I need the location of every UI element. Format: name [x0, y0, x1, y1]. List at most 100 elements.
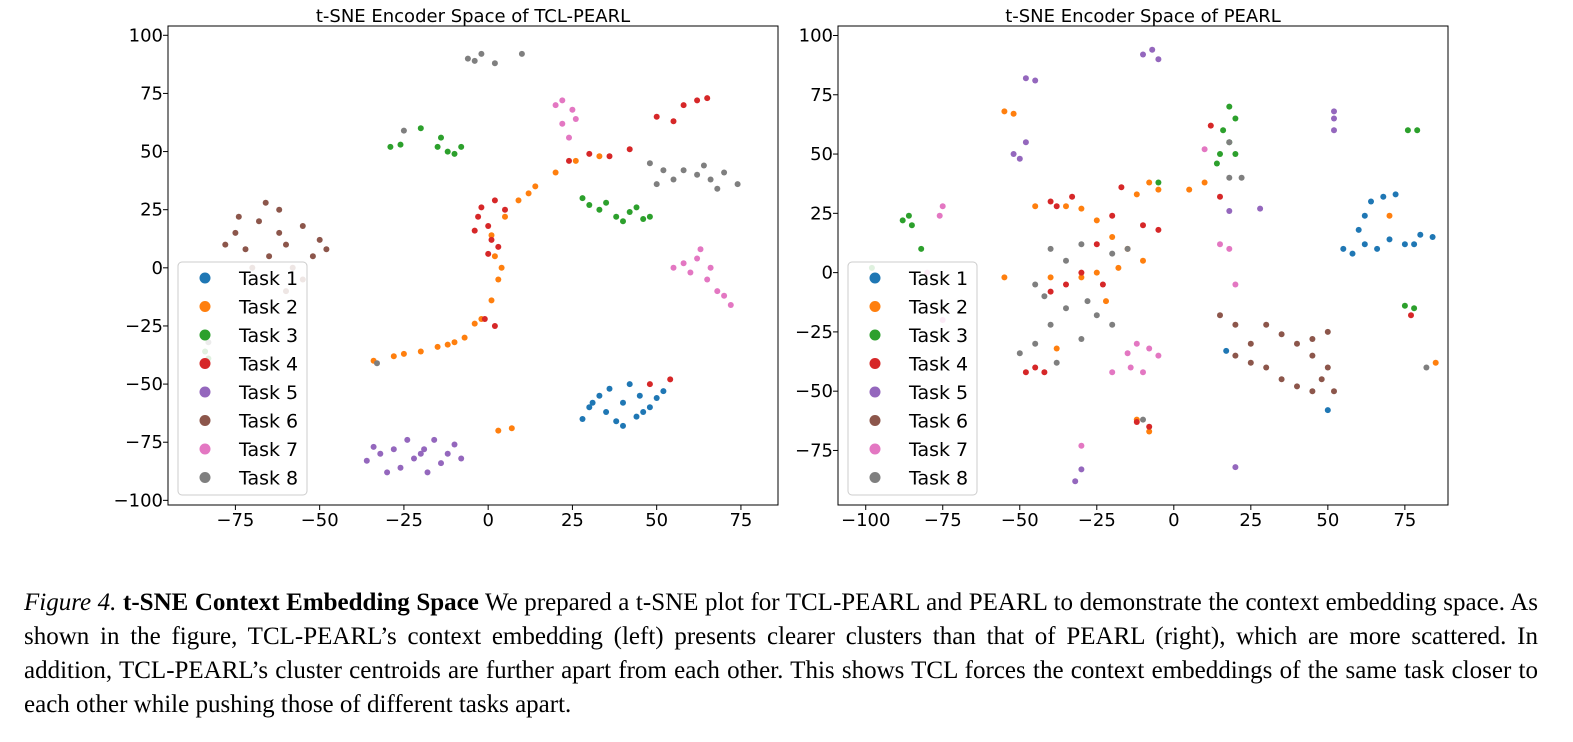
- scatter-point: [1146, 179, 1153, 186]
- scatter-point: [1016, 155, 1023, 162]
- legend-label: Task 4: [238, 354, 298, 376]
- scatter-point: [586, 202, 593, 208]
- scatter-point: [424, 469, 431, 476]
- scatter-point: [670, 176, 677, 183]
- scatter-point: [1257, 205, 1264, 212]
- scatter-point: [1099, 281, 1106, 288]
- scatter-point: [1238, 174, 1245, 181]
- scatter-point: [1411, 305, 1418, 312]
- x-tick-label: −50: [301, 510, 339, 531]
- scatter-point: [1226, 245, 1233, 252]
- scatter-point: [1226, 139, 1233, 146]
- x-tick-label: 50: [1316, 510, 1339, 531]
- scatter-point: [256, 218, 262, 225]
- series-1: [579, 381, 667, 429]
- y-tick-label: −25: [795, 322, 833, 343]
- x-tick-label: −75: [216, 510, 254, 531]
- scatter-point: [1041, 293, 1048, 300]
- scatter-point: [478, 50, 485, 57]
- scatter-point: [1213, 160, 1220, 167]
- scatter-point: [1047, 321, 1054, 328]
- legend-marker: [869, 301, 881, 312]
- scatter-point: [1155, 179, 1162, 186]
- scatter-point: [1309, 352, 1316, 359]
- scatter-point: [687, 269, 694, 276]
- legend-label: Task 7: [238, 439, 298, 461]
- series-5: [363, 436, 465, 476]
- legend-marker: [869, 272, 881, 284]
- y-tick-label: 75: [140, 83, 163, 104]
- legend-label: Task 1: [238, 268, 298, 290]
- scatter-point: [1109, 321, 1116, 328]
- scatter-point: [640, 409, 647, 415]
- scatter-point: [680, 167, 687, 174]
- scatter-point: [714, 185, 721, 192]
- scatter-point: [1232, 115, 1239, 122]
- scatter-point: [1386, 212, 1393, 219]
- scatter-point: [1149, 46, 1156, 53]
- legend-marker: [869, 386, 881, 398]
- scatter-point: [1133, 191, 1140, 198]
- legend-label: Task 4: [908, 354, 968, 376]
- legend-marker: [869, 472, 881, 483]
- legend-marker: [199, 472, 211, 483]
- y-tick-label: −100: [114, 490, 163, 511]
- scatter-point: [390, 353, 397, 360]
- legend-label: Task 6: [238, 411, 298, 433]
- scatter-point: [471, 320, 478, 327]
- scatter-point: [734, 181, 741, 188]
- series-8: [1016, 139, 1430, 423]
- scatter-point: [363, 457, 370, 464]
- scatter-point: [653, 181, 660, 188]
- scatter-point: [1010, 151, 1017, 157]
- scatter-point: [633, 204, 640, 211]
- scatter-point: [626, 209, 633, 215]
- series-7: [552, 97, 734, 308]
- scatter-point: [299, 223, 306, 229]
- scatter-point: [266, 253, 273, 260]
- scatter-point: [1414, 127, 1421, 134]
- scatter-point: [1109, 212, 1116, 219]
- scatter-point: [1032, 364, 1039, 371]
- scatter-point: [626, 381, 633, 388]
- legend: Task 1 Task 2 Task 3 Task 4 Task 5 Task 6 Task…: [847, 261, 978, 496]
- scatter-point: [1226, 174, 1233, 181]
- scatter-point: [721, 169, 728, 176]
- scatter-point: [417, 450, 424, 457]
- legend-label: Task 2: [908, 297, 968, 319]
- legend-marker: [869, 415, 881, 426]
- scatter-point: [1146, 423, 1153, 430]
- scatter-point: [579, 195, 586, 202]
- scatter-point: [1155, 186, 1162, 193]
- legend-marker: [199, 301, 211, 312]
- scatter-point: [1133, 340, 1140, 347]
- x-tick-label: 0: [1168, 510, 1179, 531]
- chart-pearl: t-SNE Encoder Space of PEARL −100 −75 −50 −2…: [795, 6, 1449, 531]
- legend-marker: [199, 329, 211, 341]
- series-2: [370, 153, 603, 434]
- scatter-point: [1220, 127, 1227, 134]
- scatter-point: [1232, 281, 1239, 288]
- scatter-point: [1047, 274, 1054, 281]
- scatter-point: [552, 169, 559, 176]
- scatter-point: [434, 143, 441, 150]
- scatter-point: [1063, 281, 1069, 288]
- scatter-point: [586, 150, 593, 157]
- scatter-point: [498, 264, 505, 271]
- legend-marker: [199, 358, 211, 369]
- chart-title: t-SNE Encoder Space of PEARL: [1005, 6, 1281, 27]
- scatter-point: [1331, 127, 1337, 134]
- scatter-point: [572, 157, 579, 164]
- scatter-point: [532, 183, 539, 190]
- scatter-point: [397, 141, 404, 148]
- scatter-point: [1247, 340, 1254, 347]
- scatter-point: [1432, 359, 1439, 366]
- y-tick-label: 50: [140, 142, 163, 163]
- scatter-point: [596, 206, 603, 213]
- scatter-point: [653, 113, 660, 120]
- scatter-point: [660, 167, 667, 174]
- series-3: [202, 125, 653, 362]
- scatter-point: [707, 176, 714, 183]
- scatter-point: [518, 50, 525, 57]
- scatter-point: [387, 143, 394, 150]
